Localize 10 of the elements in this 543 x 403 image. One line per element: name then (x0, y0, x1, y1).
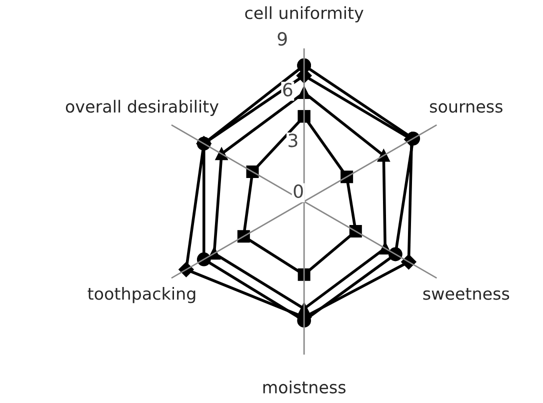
spoke-label: overall desirability (66, 100, 218, 116)
spoke-label: sweetness (423, 288, 510, 300)
y-tick-label: 0 (294, 184, 303, 198)
y-tick-label: 3 (288, 134, 298, 148)
y-tick-label: 6 (283, 82, 292, 96)
spoke-label: toothpacking (88, 287, 196, 304)
spoke-label: moistness (263, 380, 346, 394)
spoke-label: cell uniformity (245, 6, 364, 22)
spoke-label: sourness (430, 103, 502, 113)
y-tick-label: 9 (278, 32, 287, 46)
